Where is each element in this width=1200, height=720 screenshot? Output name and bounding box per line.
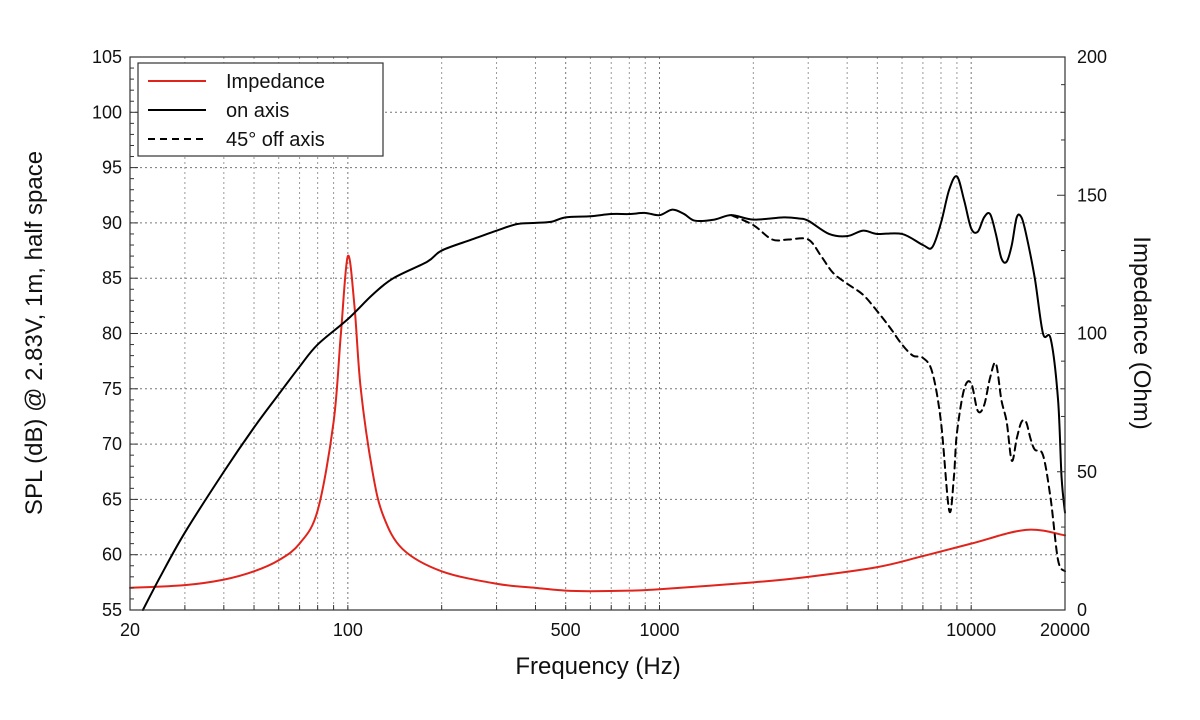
x-tick-label: 10000: [946, 620, 996, 640]
y-tick-label: 75: [102, 379, 122, 399]
y2-tick-label: 150: [1077, 185, 1107, 205]
y-tick-label: 55: [102, 600, 122, 620]
y-tick-label: 105: [92, 47, 122, 67]
x-tick-label: 100: [333, 620, 363, 640]
impedance-curve: [129, 254, 1066, 593]
x-tick-label: 1000: [639, 620, 679, 640]
ticks: 55 60 65 70 75 80 85 90 95 100 105 0 50 100 150 200 20 10…: [92, 47, 1107, 640]
legend-label-off-axis: 45° off axis: [226, 129, 325, 151]
x-axis-title: Frequency (Hz): [515, 653, 680, 680]
y2-tick-label: 50: [1077, 462, 1097, 482]
y-tick-label: 60: [102, 545, 122, 565]
y-tick-label: 95: [102, 158, 122, 178]
x-tick-label: 20: [120, 620, 140, 640]
legend-label-impedance: Impedance: [226, 71, 325, 93]
y2-tick-label: 100: [1077, 324, 1107, 344]
y2-axis-title: Impedance (Ohm): [1128, 236, 1155, 429]
off-axis-curve: [730, 214, 1066, 573]
on-axis-curve: [141, 175, 1066, 611]
legend-label-on-axis: on axis: [226, 100, 289, 122]
y-tick-label: 90: [102, 213, 122, 233]
y2-tick-label: 200: [1077, 47, 1107, 67]
y-tick-label: 65: [102, 489, 122, 509]
y-axis-title: SPL (dB) @ 2.83V, 1m, half space: [21, 151, 48, 515]
legend: Impedance on axis 45° off axis: [137, 62, 384, 157]
y-tick-label: 100: [92, 102, 122, 122]
y-tick-label: 80: [102, 324, 122, 344]
y-tick-label: 70: [102, 434, 122, 454]
curves: [129, 175, 1066, 611]
y-tick-label: 85: [102, 268, 122, 288]
y2-tick-label: 0: [1077, 600, 1087, 620]
x-tick-label: 500: [551, 620, 581, 640]
x-tick-label: 20000: [1040, 620, 1090, 640]
